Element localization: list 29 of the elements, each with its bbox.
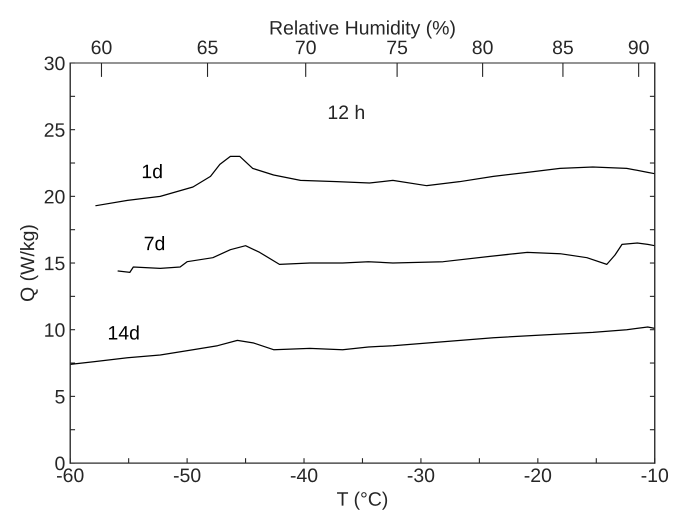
y-tick-label: 15 xyxy=(45,256,65,270)
series-label: 7d xyxy=(144,236,164,250)
x-tick-label: -60 xyxy=(57,468,84,482)
y-tick-label: 25 xyxy=(44,123,65,137)
line-series xyxy=(70,326,655,365)
y-tick-label: 0 xyxy=(55,456,65,470)
x-tick-label: -40 xyxy=(290,468,318,482)
x-axis-title: T (°C) xyxy=(337,492,388,510)
y-tick-label: 30 xyxy=(44,56,65,70)
series-label: 1d xyxy=(142,164,162,178)
y-axis-title: Q (W/kg) xyxy=(20,225,38,301)
series-label: 14d xyxy=(108,325,139,340)
annotation: 12 h xyxy=(328,104,364,120)
line-series xyxy=(95,156,655,206)
x-tick-label: -50 xyxy=(174,468,200,482)
x2-tick-label: 70 xyxy=(296,40,316,54)
x2-tick-label: 75 xyxy=(387,40,408,54)
y-tick-label: 20 xyxy=(44,190,65,204)
x-tick-label: -10 xyxy=(642,468,668,482)
x-tick-label: -30 xyxy=(408,468,434,482)
y-tick-label: 5 xyxy=(55,390,65,404)
x-tick-label: -20 xyxy=(524,468,552,482)
x2-tick-label: 60 xyxy=(92,40,112,54)
x2-tick-label: 65 xyxy=(198,40,218,54)
x2-tick-label: 80 xyxy=(472,40,493,54)
x2-axis-title: Relative Humidity (%) xyxy=(270,20,455,38)
y-tick-label: 10 xyxy=(45,323,65,337)
x2-tick-label: 90 xyxy=(628,40,649,54)
x2-tick-label: 85 xyxy=(552,40,573,54)
